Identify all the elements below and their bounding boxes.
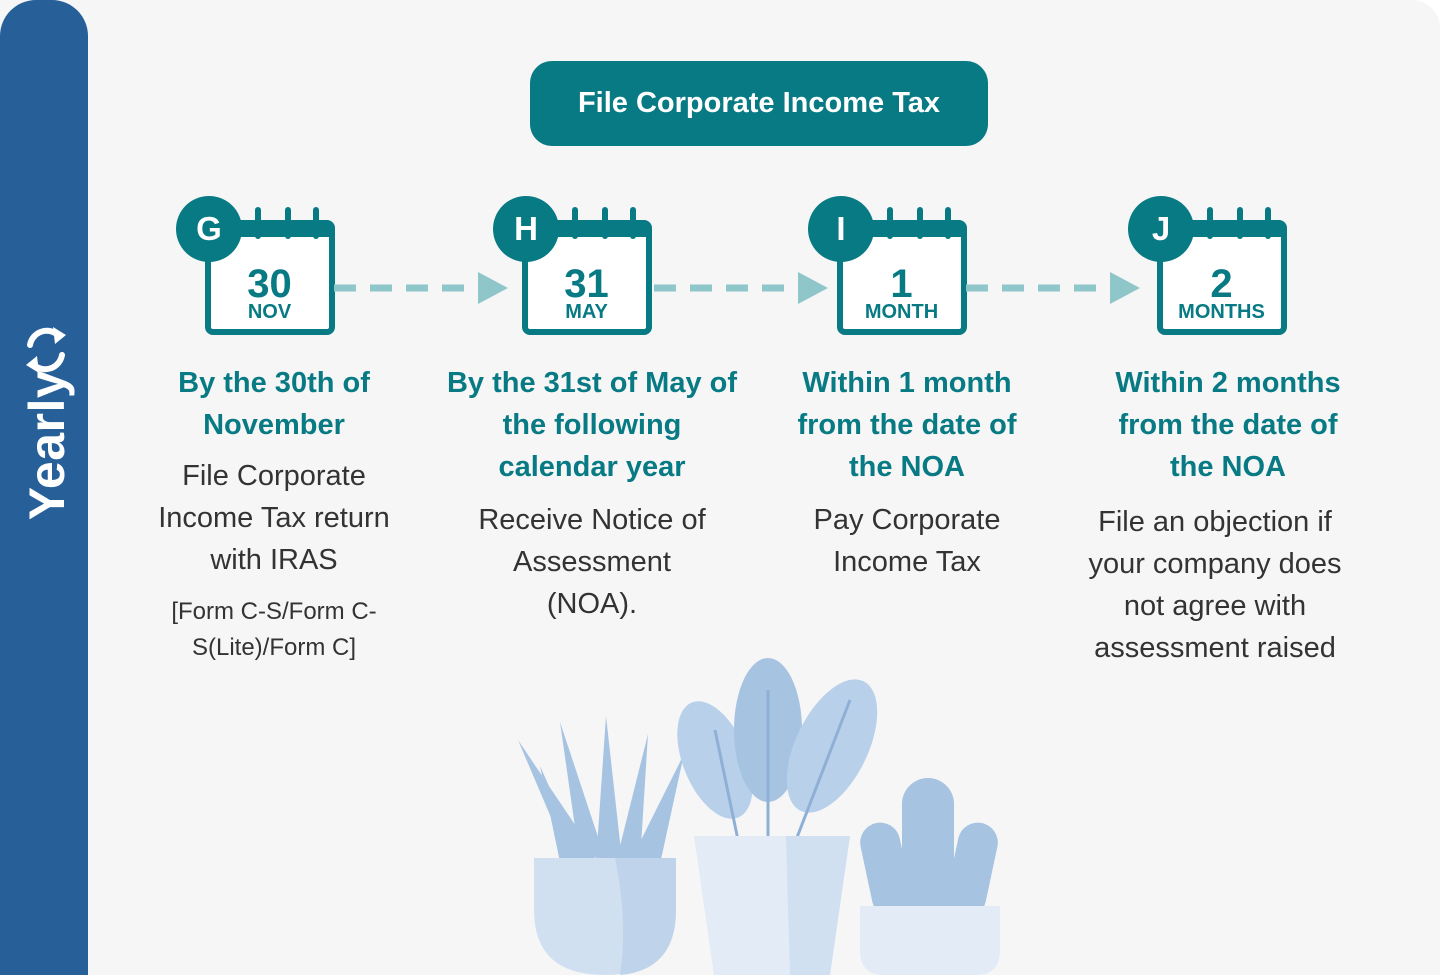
calendar-unit: MAY [565,301,608,323]
calendar-number: 30 [247,262,292,306]
step-i-heading: Within 1 month from the date of the NOA [797,367,1017,483]
step-letter-badge: G [176,196,242,262]
step-letter-badge: J [1128,196,1194,262]
calendar-number: 1 [890,262,913,306]
step-letter-badge: H [493,196,559,262]
middle-plant-leaves [677,658,878,841]
step-h-description: Receive Notice of Assessment (NOA). [478,504,706,620]
step-g-description: File Corporate Income Tax return with IR… [158,460,390,576]
calendar-unit: MONTHS [1178,301,1265,323]
step-h-heading: By the 31st of May of the following cale… [446,367,738,483]
step-i-description: Pay Corporate Income Tax [813,504,1001,578]
right-plant-leaves [860,778,998,918]
calendar-number: 2 [1210,262,1233,306]
calendar-step-i: I 1 MONTH [808,196,968,336]
calendar-icon [205,207,335,335]
dashed-arrow-connector [966,272,1140,304]
dashed-arrow-connector [654,272,828,304]
calendar-step-g: G 30 NOV [176,196,336,336]
calendar-step-j: J 2 MONTHS [1128,196,1288,336]
right-pot [860,906,1000,975]
dashed-arrow-connector [334,272,508,304]
potted-plants-illustration [518,658,1000,975]
calendar-unit: MONTH [864,301,939,323]
calendar-number: 31 [564,262,609,306]
step-j-heading: Within 2 months from the date of the NOA [1115,367,1341,483]
calendar-unit: NOV [247,301,292,323]
step-g-note: [Form C-S/Form C-S(Lite)/Form C] [171,598,377,661]
sidebar-label: Yearly [19,369,75,521]
step-g-heading: By the 30th of November [178,367,370,441]
step-letter-badge: I [808,196,874,262]
cycle-icon [26,327,66,373]
left-plant-leaves [518,716,684,864]
calendar-icon [522,207,652,335]
step-j-description: File an objection if your company does n… [1088,506,1342,664]
calendar-step-h: H 31 MAY [493,196,653,336]
page-title: File Corporate Income Tax [530,61,988,146]
sidebar: Yearly [0,0,88,975]
